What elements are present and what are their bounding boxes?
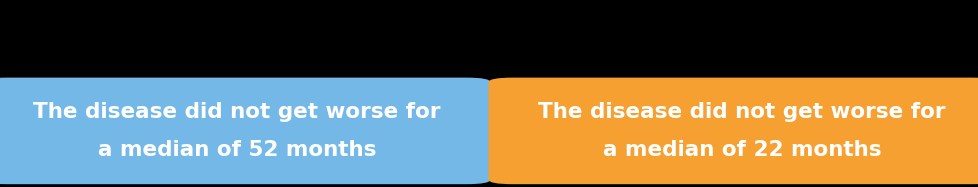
FancyBboxPatch shape: [488, 78, 978, 184]
Text: The disease did not get worse for: The disease did not get worse for: [538, 102, 945, 122]
Text: The disease did not get worse for: The disease did not get worse for: [33, 102, 440, 122]
Text: a median of 52 months: a median of 52 months: [98, 140, 376, 160]
FancyBboxPatch shape: [0, 78, 490, 184]
Text: a median of 22 months: a median of 22 months: [602, 140, 880, 160]
